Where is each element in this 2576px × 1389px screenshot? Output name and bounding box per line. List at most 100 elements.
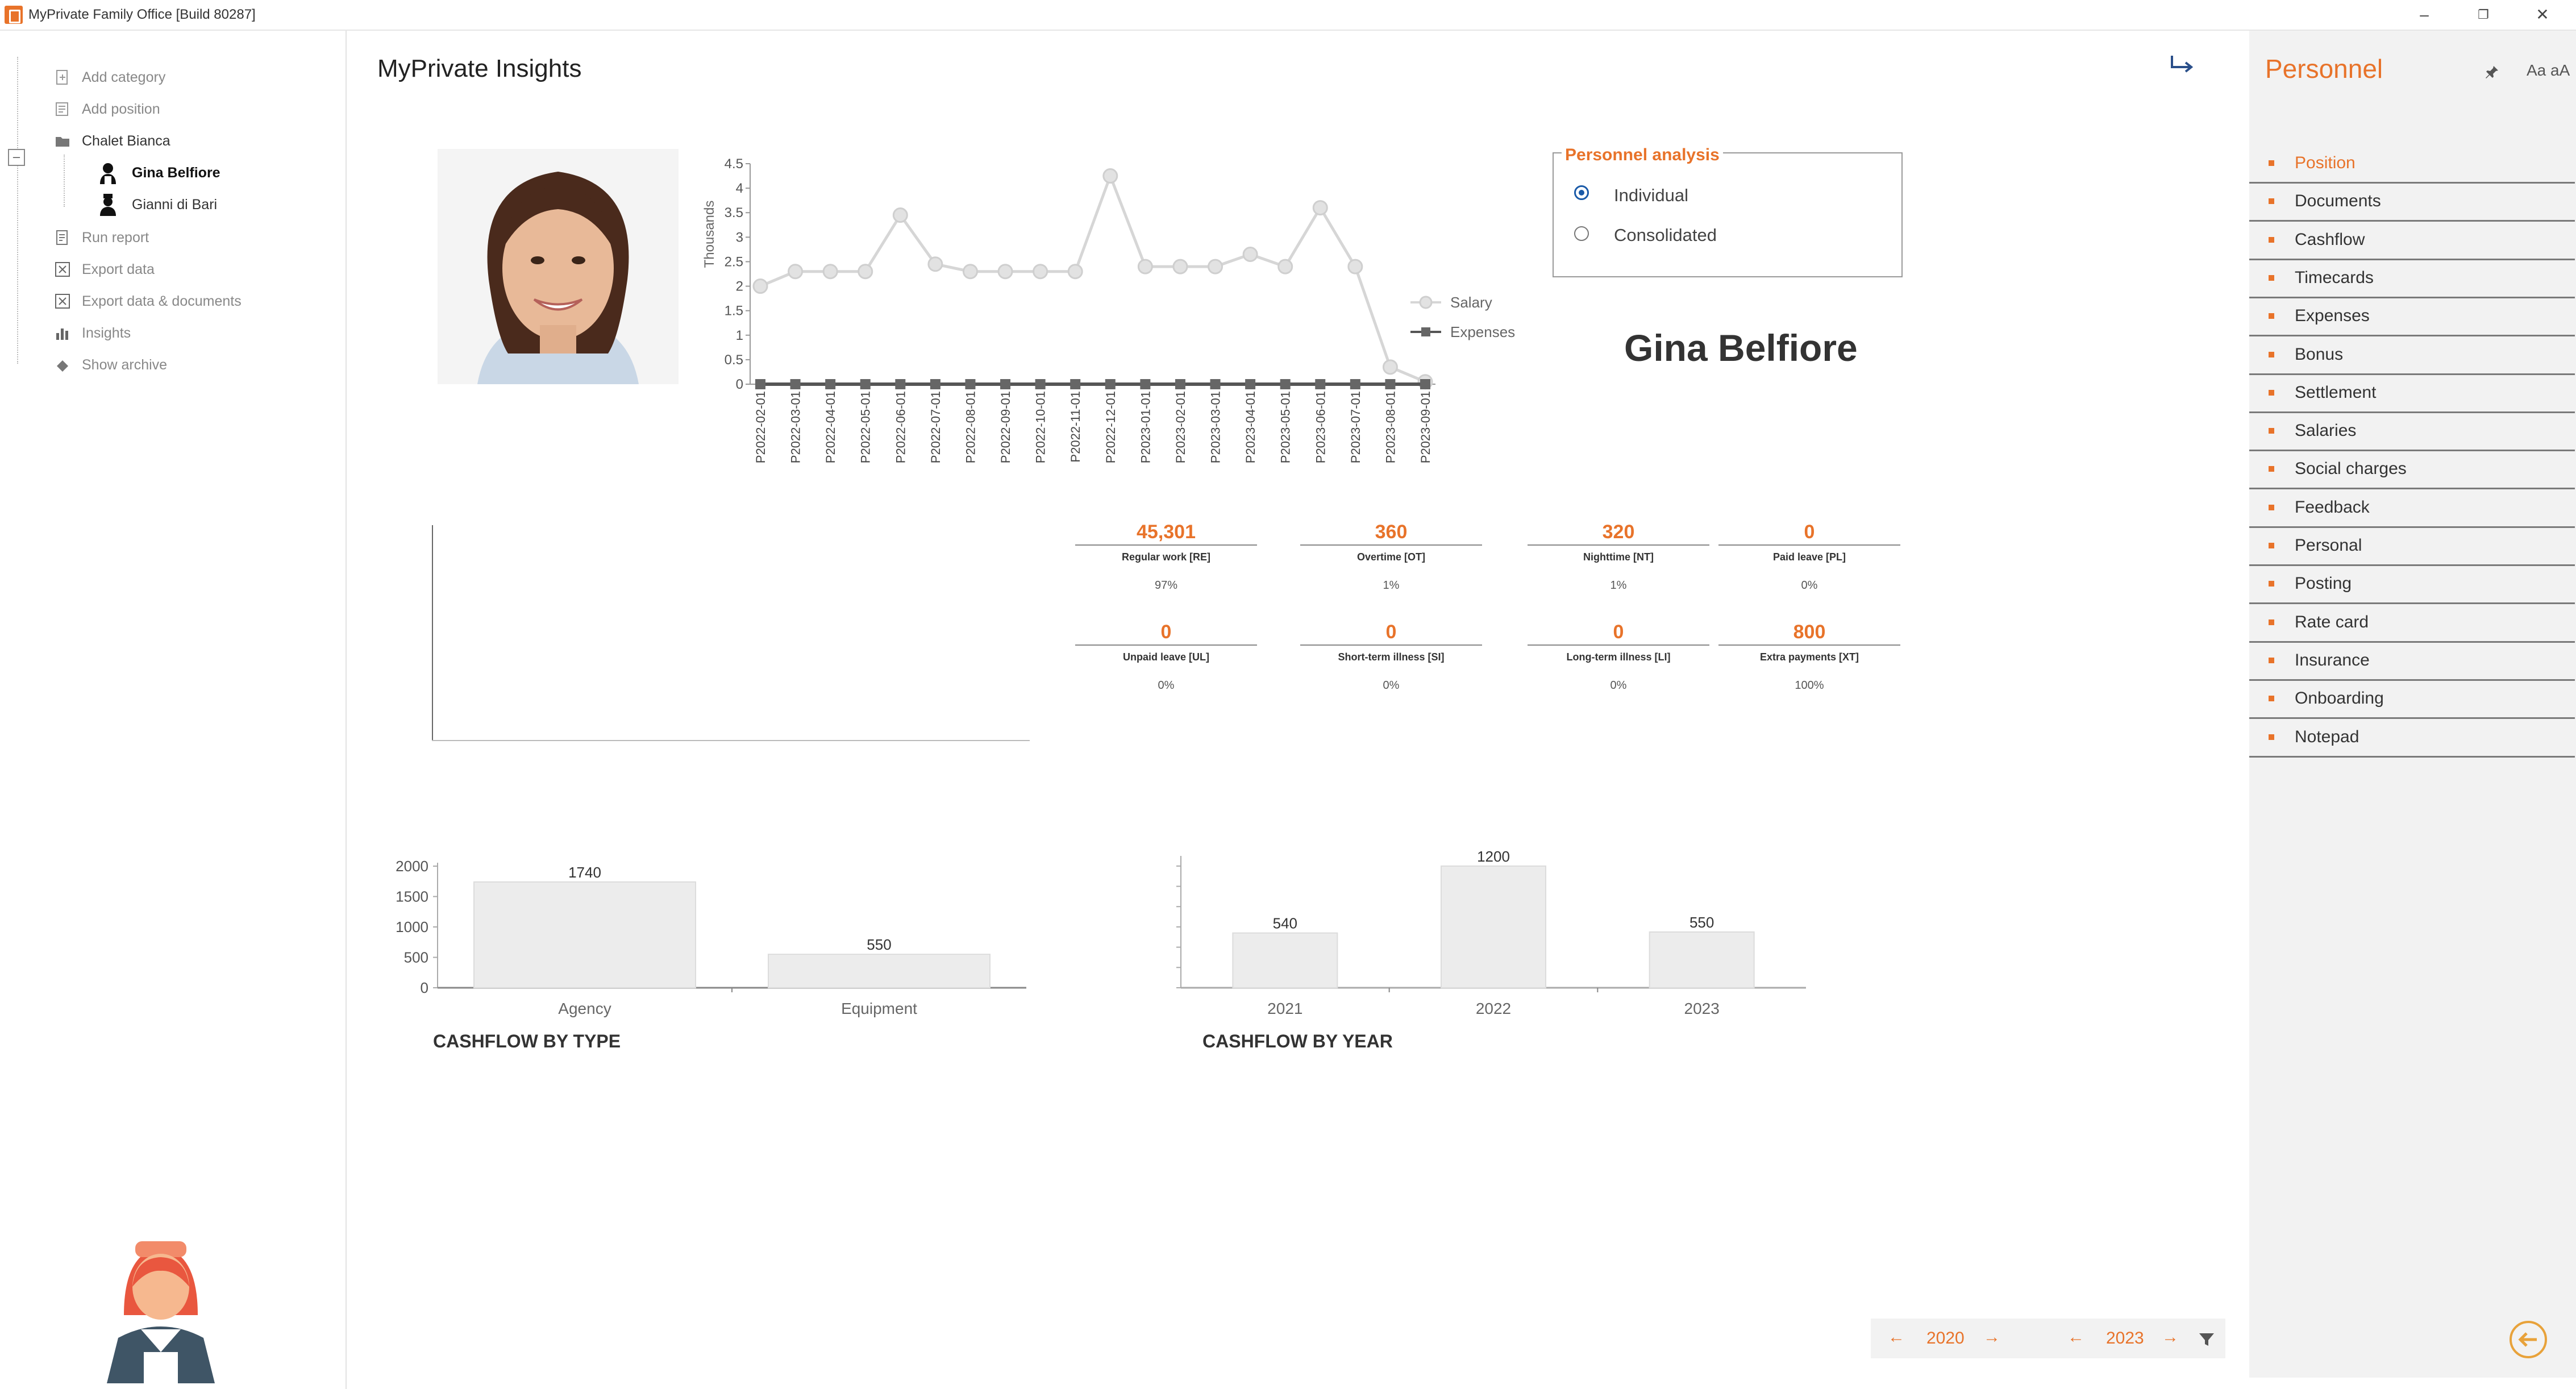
- tree-item-run-report[interactable]: Run report: [55, 226, 149, 249]
- bullet-icon: [2269, 198, 2274, 205]
- y-tick-label: 0: [736, 377, 743, 392]
- expenses-point: [1315, 379, 1326, 389]
- tree-item-chalet-bianca[interactable]: Chalet Bianca: [55, 130, 170, 152]
- font-size-toggle[interactable]: Aa aA: [2527, 61, 2570, 79]
- personnel-menu-item-bonus[interactable]: Bonus: [2249, 337, 2575, 375]
- x-tick-label: P2023-01-01: [1138, 391, 1152, 463]
- personnel-menu-item-insurance[interactable]: Insurance: [2249, 643, 2575, 681]
- restore-button[interactable]: ❐: [2478, 7, 2489, 22]
- empty-chart-x-axis: [432, 740, 1030, 741]
- legend-marker-salary: [1419, 296, 1433, 309]
- bar-value-label: 550: [867, 936, 891, 953]
- personnel-menu-item-social-charges[interactable]: Social charges: [2249, 451, 2575, 490]
- expenses-point: [1245, 379, 1256, 389]
- personnel-menu-item-salaries[interactable]: Salaries: [2249, 413, 2575, 452]
- radio-button-selected[interactable]: [1574, 185, 1589, 200]
- menu-item-label: Posting: [2295, 574, 2352, 593]
- bar: [768, 954, 991, 988]
- radio-button[interactable]: [1574, 226, 1589, 241]
- filter-icon[interactable]: [2198, 1331, 2215, 1348]
- right-panel-title: Personnel: [2265, 54, 2383, 84]
- back-arrow-icon[interactable]: [2508, 1320, 2548, 1359]
- expenses-point: [1350, 379, 1360, 389]
- tree-item-insights[interactable]: Insights: [55, 322, 131, 344]
- salary-point: [858, 264, 873, 280]
- category-label: 2021: [1267, 1000, 1302, 1017]
- bar-value-label: 1740: [568, 864, 601, 881]
- year-from-label: 2020: [1926, 1329, 1965, 1348]
- menu-item-label: Rate card: [2295, 612, 2369, 631]
- x-tick-label: P2022-09-01: [998, 391, 1013, 463]
- personnel-menu-item-cashflow[interactable]: Cashflow: [2249, 222, 2575, 260]
- personnel-menu-item-expenses[interactable]: Expenses: [2249, 298, 2575, 337]
- y-tick-label: 1000: [396, 918, 428, 935]
- year-to-next-arrow[interactable]: →: [2162, 1328, 2179, 1346]
- personnel-menu-item-rate-card[interactable]: Rate card: [2249, 605, 2575, 643]
- y-tick-label: 1: [736, 328, 743, 343]
- tree-connector: [64, 155, 65, 207]
- title-bar: MyPrivate Family Office [Build 80287] – …: [0, 0, 2576, 31]
- menu-item-label: Notepad: [2295, 727, 2359, 746]
- close-button[interactable]: ✕: [2536, 6, 2549, 23]
- kpi-unpaid-leave: 0 Unpaid leave [UL] 0%: [1075, 619, 1257, 692]
- personnel-menu-item-personal[interactable]: Personal: [2249, 528, 2575, 566]
- personnel-analysis-title: Personnel analysis: [1562, 145, 1723, 165]
- personnel-menu-item-feedback[interactable]: Feedback: [2249, 490, 2575, 528]
- tree-item-export-data-documents[interactable]: Export data & documents: [55, 290, 242, 313]
- tree-item-label: Run report: [82, 229, 149, 246]
- tree-item-show-archive[interactable]: Show archive: [55, 354, 167, 376]
- radio-individual[interactable]: [1574, 185, 1589, 200]
- kpi-label: Extra payments [XT]: [1759, 651, 1859, 663]
- personnel-menu-item-timecards[interactable]: Timecards: [2249, 260, 2575, 298]
- legend-marker-expenses: [1421, 327, 1430, 336]
- tree-item-gianni-di-bari[interactable]: Gianni di Bari: [97, 193, 217, 216]
- menu-item-label: Timecards: [2295, 268, 2374, 287]
- x-tick-label: P2023-08-01: [1383, 391, 1397, 463]
- report-icon: [55, 230, 70, 246]
- personnel-menu-item-settlement[interactable]: Settlement: [2249, 375, 2575, 413]
- radio-consolidated[interactable]: [1574, 226, 1589, 241]
- kpi-percent: 1%: [1610, 579, 1627, 592]
- x-tick-label: P2022-07-01: [929, 391, 943, 463]
- tree-item-add-category[interactable]: Add category: [55, 66, 165, 89]
- bullet-icon: [2269, 734, 2274, 740]
- salary-point: [1382, 359, 1398, 375]
- salary-point: [1137, 259, 1153, 275]
- personnel-menu-item-onboarding[interactable]: Onboarding: [2249, 681, 2575, 720]
- kpi-percent: 100%: [1795, 679, 1824, 692]
- maid-person-icon: [97, 161, 119, 184]
- personnel-menu-item-posting[interactable]: Posting: [2249, 566, 2575, 605]
- year-from-next-arrow[interactable]: →: [1983, 1328, 2000, 1346]
- year-from-prev-arrow[interactable]: ←: [1888, 1328, 1905, 1346]
- tree-item-label: Add position: [82, 101, 160, 117]
- collapse-toggle[interactable]: –: [8, 149, 25, 166]
- kpi-paid-leave: 0 Paid leave [PL] 0%: [1718, 519, 1900, 592]
- personnel-menu-item-position[interactable]: Position: [2249, 145, 2575, 184]
- tree-item-export-data[interactable]: Export data: [55, 258, 155, 281]
- kpi-value: 45,301: [1075, 519, 1257, 546]
- tree-item-label: Export data: [82, 261, 155, 277]
- window-title: MyPrivate Family Office [Build 80287]: [28, 7, 256, 22]
- return-arrow-icon[interactable]: [2169, 50, 2196, 77]
- personnel-menu-item-documents[interactable]: Documents: [2249, 184, 2575, 222]
- expenses-point: [1175, 379, 1185, 389]
- tree-item-add-position[interactable]: Add position: [55, 98, 160, 120]
- minimize-button[interactable]: –: [2420, 6, 2429, 23]
- kpi-value: 800: [1718, 619, 1900, 646]
- salary-point: [752, 278, 768, 294]
- tree-item-gina-belfiore[interactable]: Gina Belfiore: [97, 161, 220, 184]
- year-range-bar: ← 2020 → ← 2023 →: [1871, 1319, 2225, 1358]
- kpi-nighttime: 320 Nighttime [NT] 1%: [1528, 519, 1709, 592]
- personnel-analysis-box: [1553, 152, 1903, 277]
- bar-value-label: 540: [1273, 915, 1297, 932]
- tree-item-label: Insights: [82, 325, 131, 341]
- salary-point: [788, 264, 804, 280]
- y-tick-label: 2: [736, 279, 743, 294]
- bullet-icon: [2269, 351, 2274, 357]
- pin-icon[interactable]: [2483, 64, 2500, 81]
- year-to-prev-arrow[interactable]: ←: [2067, 1328, 2084, 1346]
- salary-point: [1242, 247, 1258, 263]
- personnel-menu-item-notepad[interactable]: Notepad: [2249, 720, 2575, 758]
- menu-item-label: Feedback: [2295, 497, 2370, 517]
- y-tick-label: 1500: [396, 888, 428, 905]
